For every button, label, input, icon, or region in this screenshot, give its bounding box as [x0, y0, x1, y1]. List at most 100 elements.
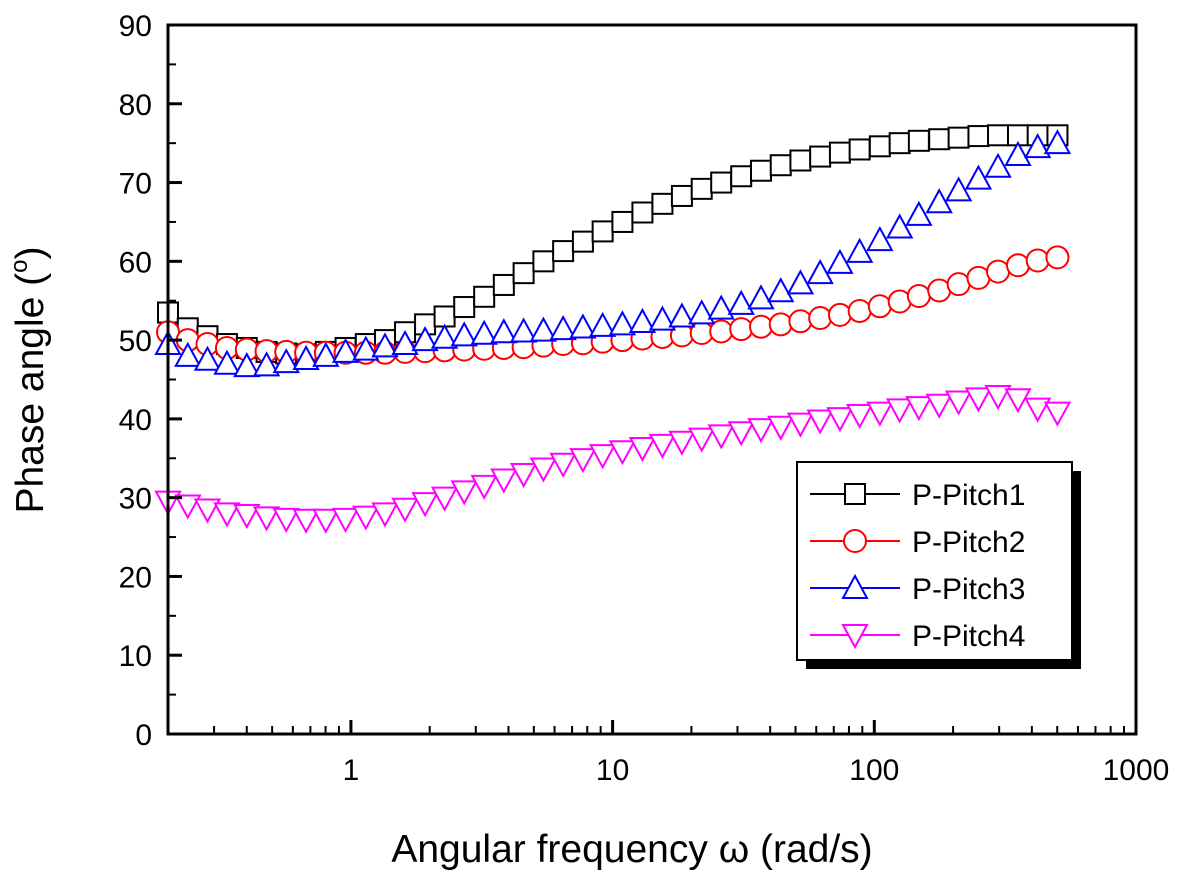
data-point [1025, 248, 1050, 273]
data-point [730, 165, 753, 188]
data-point [986, 259, 1011, 284]
data-point [769, 154, 792, 177]
data-point [588, 311, 617, 337]
data-point [1005, 253, 1030, 278]
data-point [767, 415, 795, 441]
data-point [947, 126, 970, 149]
data-point [371, 332, 399, 358]
data-point [885, 213, 914, 239]
data-point [928, 128, 951, 151]
data-point [552, 240, 575, 263]
data-point [352, 335, 380, 361]
y-tick-label: 40 [119, 404, 152, 437]
data-point [430, 323, 459, 349]
data-point [905, 396, 933, 422]
legend-label: P-Pitch1 [912, 479, 1025, 512]
data-point [312, 508, 340, 534]
data-series [154, 124, 1072, 534]
data-point [569, 448, 597, 474]
data-point [233, 352, 261, 378]
y-axis-title: Phase angle (o) [6, 246, 52, 513]
data-point [907, 129, 930, 152]
data-point [569, 313, 597, 339]
y-tick-label: 60 [119, 246, 152, 279]
y-tick-label: 80 [119, 89, 152, 122]
data-point [845, 237, 874, 263]
data-point [331, 507, 360, 534]
x-tick-label: 1 [343, 754, 360, 787]
legend-label: P-Pitch2 [912, 526, 1025, 559]
data-point [371, 502, 399, 528]
data-point [588, 444, 617, 470]
data-point [826, 407, 854, 433]
data-point [749, 159, 772, 182]
data-point [727, 289, 755, 315]
data-point [292, 344, 320, 371]
y-tick-labels: 0 10 20 30 40 50 60 70 80 90 [119, 10, 152, 752]
data-point [272, 348, 300, 374]
data-point [331, 337, 360, 363]
data-point [1004, 140, 1032, 166]
data-point [433, 305, 456, 328]
data-point [1043, 129, 1072, 155]
y-tick-label: 10 [119, 640, 152, 673]
data-point [827, 302, 852, 327]
data-point [866, 401, 894, 427]
data-point [767, 277, 795, 303]
series-p-pitch4 [154, 385, 1072, 534]
y-tick-label: 70 [119, 168, 152, 201]
data-point [1004, 388, 1032, 414]
series-p-pitch3 [154, 129, 1072, 378]
data-point [174, 494, 202, 520]
data-point [888, 132, 911, 155]
data-point [885, 398, 914, 424]
data-point [453, 296, 476, 319]
data-point [867, 294, 892, 319]
axis-ticks [167, 23, 1138, 736]
data-point [571, 230, 594, 253]
data-point [828, 141, 851, 164]
x-tick-label: 100 [849, 754, 899, 787]
data-point [906, 283, 931, 308]
data-point [391, 497, 419, 523]
data-point [925, 393, 953, 419]
data-point [549, 452, 577, 478]
data-point [946, 272, 971, 297]
data-point [786, 412, 815, 438]
data-point [868, 135, 891, 158]
y-tick-label: 50 [119, 325, 152, 358]
data-point [806, 259, 834, 285]
legend-marker [843, 529, 867, 553]
x-tick-label: 10 [596, 754, 629, 787]
series-p-pitch2 [156, 245, 1070, 365]
data-point [591, 220, 614, 243]
data-point [944, 390, 973, 416]
data-point [529, 316, 558, 342]
data-point [411, 326, 439, 352]
data-point [845, 403, 874, 430]
data-point [312, 341, 340, 367]
data-point [492, 273, 515, 296]
data-point [727, 421, 755, 447]
data-point [193, 498, 222, 524]
data-point [847, 298, 872, 323]
data-point [509, 463, 538, 489]
y-tick-label: 0 [135, 719, 152, 752]
legend-label: P-Pitch3 [912, 573, 1025, 606]
data-point [252, 351, 281, 377]
data-point [905, 200, 933, 226]
legend-item: P-Pitch4 [810, 620, 1025, 653]
data-point [1023, 133, 1052, 159]
data-point [707, 294, 735, 320]
data-point [690, 177, 713, 200]
data-point [866, 225, 894, 252]
data-point [631, 201, 654, 224]
data-point [967, 125, 990, 148]
legend-marker [841, 624, 869, 650]
data-point [512, 262, 535, 285]
data-point [193, 345, 222, 371]
data-point [450, 480, 478, 506]
data-point [529, 457, 558, 483]
data-point [668, 430, 696, 456]
y-tick-label: 20 [119, 561, 152, 594]
